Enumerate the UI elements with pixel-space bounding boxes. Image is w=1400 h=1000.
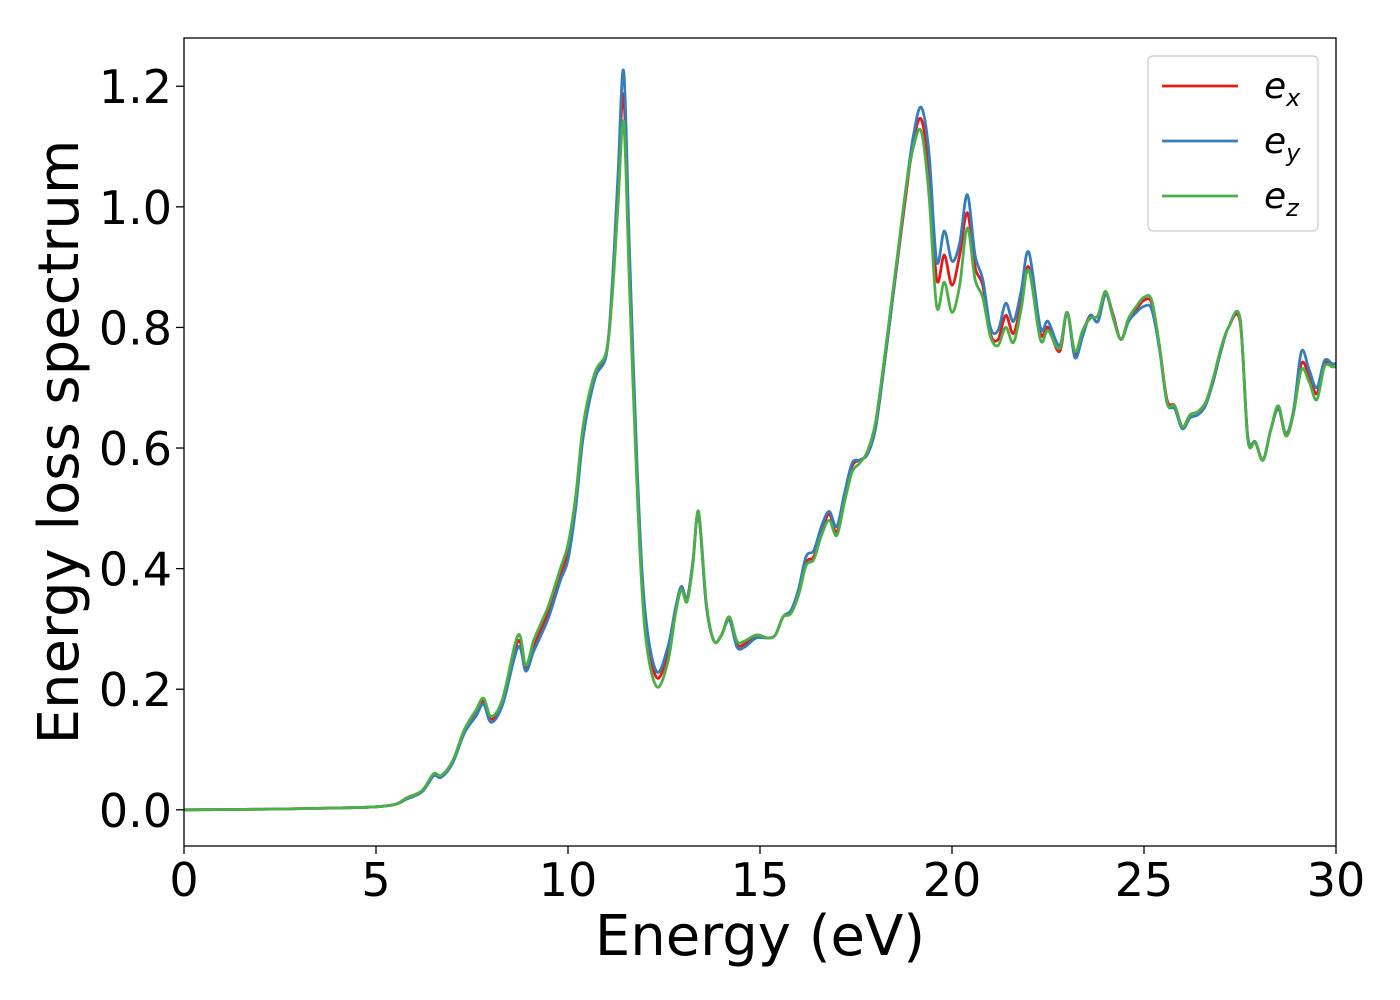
- y-tick-label: 0.0: [99, 784, 172, 838]
- x-tick-label: 15: [731, 853, 790, 907]
- y-tick-label: 1.0: [99, 181, 172, 235]
- legend-label-ex: ex: [1264, 66, 1301, 112]
- y-axis-label: Energy loss spectrum: [27, 140, 92, 745]
- y-tick-label: 0.6: [99, 422, 172, 476]
- y-tick-label: 1.2: [99, 60, 172, 114]
- legend-label-ez: ez: [1264, 176, 1300, 222]
- legend: ex ey ez: [1147, 55, 1319, 232]
- axis-ticks: 0 5 10 15 20 25 30 0.0 0.2 0.4 0.6 0.8 1.0 1.2: [99, 60, 1365, 907]
- x-tick-label: 30: [1307, 853, 1366, 907]
- series-layer: [184, 68, 1336, 812]
- series-line-ez: [184, 119, 1336, 812]
- y-tick-label: 0.4: [99, 543, 172, 597]
- legend-label-ey: ey: [1264, 121, 1301, 167]
- y-tick-label: 0.2: [99, 663, 172, 717]
- x-tick-label: 25: [1115, 853, 1174, 907]
- x-tick-label: 5: [361, 853, 390, 907]
- x-axis-label: Energy (eV): [595, 904, 925, 969]
- x-tick-label: 0: [169, 853, 198, 907]
- x-tick-label: 20: [923, 853, 982, 907]
- legend-items: ex ey ez: [1162, 66, 1301, 222]
- y-tick-label: 0.8: [99, 301, 172, 355]
- x-tick-label: 10: [539, 853, 598, 907]
- legend-box: [1147, 55, 1319, 232]
